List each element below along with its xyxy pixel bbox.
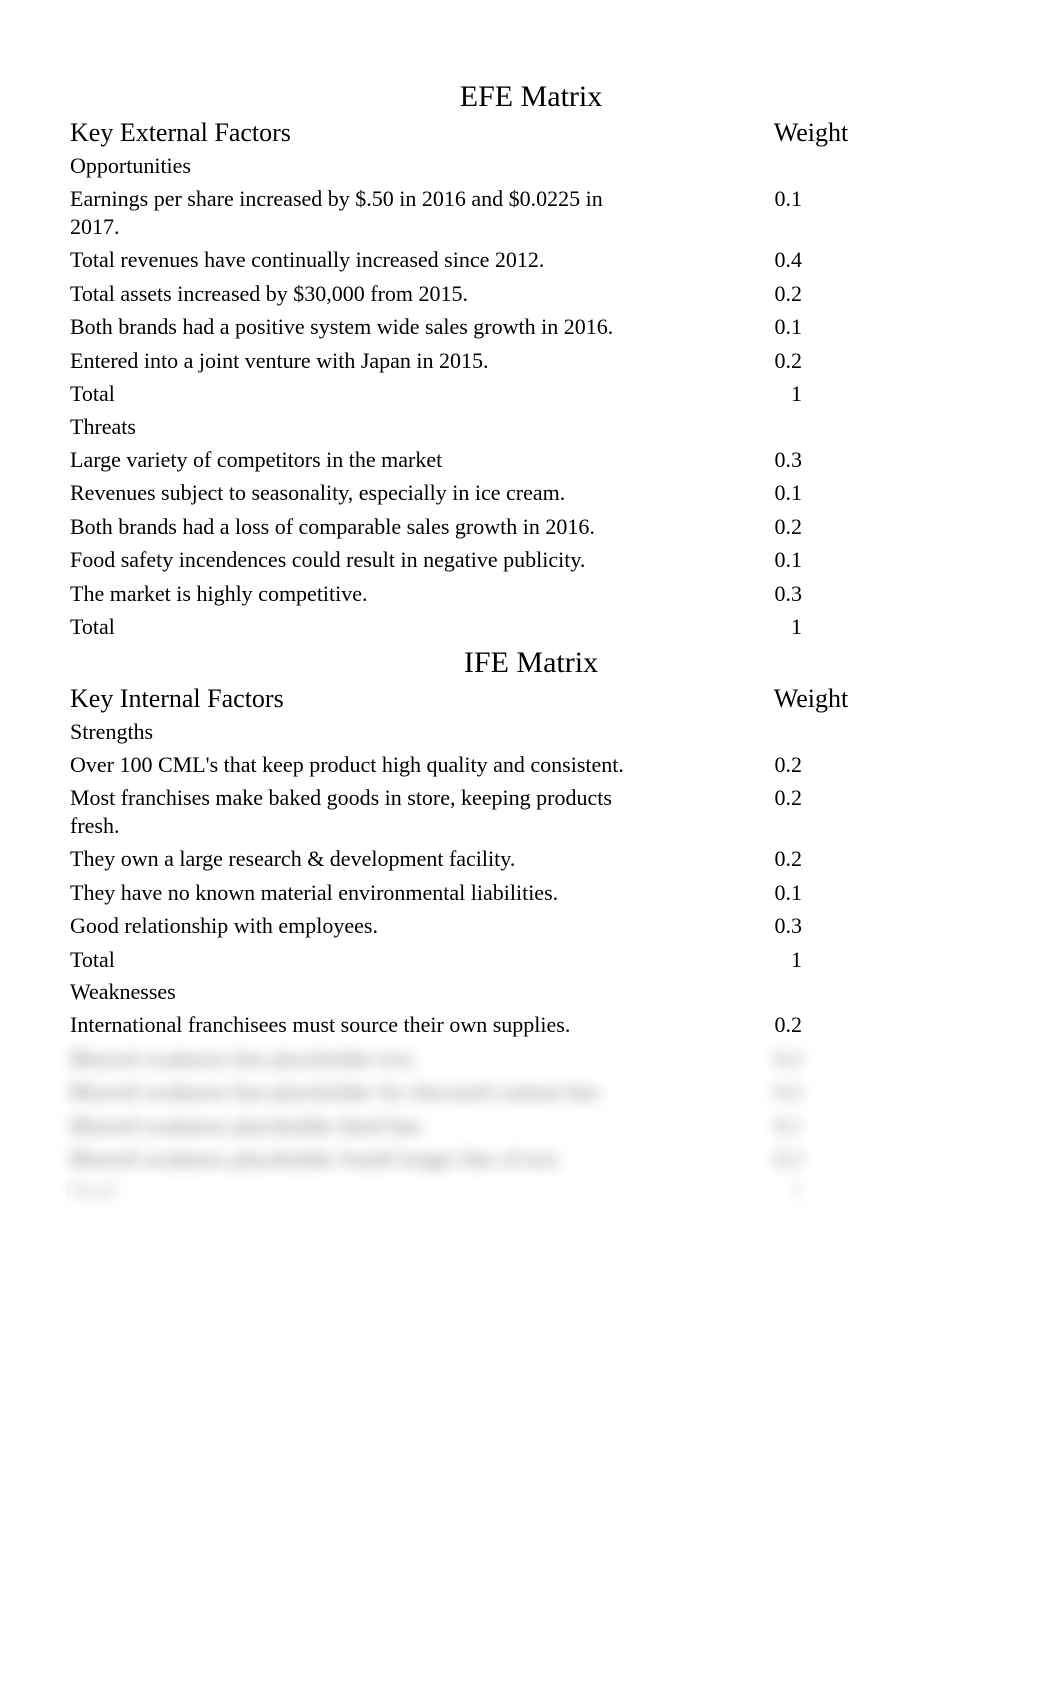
factor-cell: Earnings per share increased by $.50 in … xyxy=(70,185,630,240)
ife-factors-header: Key Internal Factors xyxy=(70,682,630,716)
efe-header-row: Key External Factors Weight xyxy=(70,116,992,150)
table-row: Revenues subject to seasonality, especia… xyxy=(70,476,992,510)
weaknesses-label: Weaknesses xyxy=(70,976,992,1008)
factor-cell: Both brands had a loss of comparable sal… xyxy=(70,513,630,541)
weight-cell: 0.2 xyxy=(630,1012,992,1038)
efe-factors-header: Key External Factors xyxy=(70,116,630,150)
factor-cell: Total xyxy=(70,1179,630,1207)
page: EFE Matrix Key External Factors Weight O… xyxy=(0,0,1062,1209)
total-value: 1 xyxy=(630,614,992,640)
factor-cell: Total revenues have continually increase… xyxy=(70,246,630,274)
total-label: Total xyxy=(70,946,630,974)
efe-weight-header: Weight xyxy=(630,116,992,150)
weight-cell: 0.1 xyxy=(630,1113,992,1139)
weight-cell: 0.2 xyxy=(630,281,992,307)
factor-cell: Good relationship with employees. xyxy=(70,912,630,940)
blurred-region: Blurred weakness line placeholder text. … xyxy=(70,1042,992,1210)
table-row: Earnings per share increased by $.50 in … xyxy=(70,182,992,243)
efe-title: EFE Matrix xyxy=(70,78,992,116)
weight-cell: 0.1 xyxy=(630,186,992,212)
table-row: Food safety incendences could result in … xyxy=(70,543,992,577)
total-label: Total xyxy=(70,613,630,641)
ife-title: IFE Matrix xyxy=(70,644,992,682)
factor-cell: Large variety of competitors in the mark… xyxy=(70,446,630,474)
weight-cell: 0.2 xyxy=(630,752,992,778)
weight-cell: 0.2 xyxy=(630,514,992,540)
factor-cell: They own a large research & development … xyxy=(70,845,630,873)
factor-cell: International franchisees must source th… xyxy=(70,1011,630,1039)
weight-cell: 0.2 xyxy=(630,348,992,374)
weight-cell: 1 xyxy=(630,1180,992,1206)
factor-cell: The market is highly competitive. xyxy=(70,580,630,608)
table-row: Good relationship with employees. 0.3 xyxy=(70,909,992,943)
ife-header-row: Key Internal Factors Weight xyxy=(70,682,992,716)
total-label: Total xyxy=(70,380,630,408)
table-row: Total assets increased by $30,000 from 2… xyxy=(70,277,992,311)
table-row: Entered into a joint venture with Japan … xyxy=(70,344,992,378)
table-row: They own a large research & development … xyxy=(70,842,992,876)
weight-cell: 0.2 xyxy=(630,785,992,811)
table-row: Most franchises make baked goods in stor… xyxy=(70,781,992,842)
weight-cell: 0.3 xyxy=(630,447,992,473)
strengths-total-row: Total 1 xyxy=(70,943,992,977)
ife-weight-header: Weight xyxy=(630,682,992,716)
table-row: Both brands had a loss of comparable sal… xyxy=(70,510,992,544)
table-row: Large variety of competitors in the mark… xyxy=(70,443,992,477)
opportunities-total-row: Total 1 xyxy=(70,377,992,411)
factor-cell: Over 100 CML's that keep product high qu… xyxy=(70,751,630,779)
factor-cell: They have no known material environmenta… xyxy=(70,879,630,907)
factor-cell: Most franchises make baked goods in stor… xyxy=(70,784,630,839)
table-row: Blurred weakness placeholder fourth long… xyxy=(70,1142,992,1176)
factor-cell: Revenues subject to seasonality, especia… xyxy=(70,479,630,507)
weight-cell: 0.3 xyxy=(630,913,992,939)
weight-cell: 0.1 xyxy=(630,547,992,573)
opportunities-label: Opportunities xyxy=(70,150,992,182)
table-row: The market is highly competitive. 0.3 xyxy=(70,577,992,611)
table-row: Total 1 xyxy=(70,1176,992,1210)
weight-cell: 0.1 xyxy=(630,480,992,506)
strengths-label: Strengths xyxy=(70,716,992,748)
table-row: Total revenues have continually increase… xyxy=(70,243,992,277)
weight-cell: 0.4 xyxy=(630,247,992,273)
factor-cell: Blurred weakness line placeholder for ob… xyxy=(70,1078,630,1106)
weight-cell: 0.2 xyxy=(630,1079,992,1105)
weight-cell: 0.2 xyxy=(630,1046,992,1072)
total-value: 1 xyxy=(630,381,992,407)
factor-cell: Total assets increased by $30,000 from 2… xyxy=(70,280,630,308)
weight-cell: 0.3 xyxy=(630,1146,992,1172)
total-value: 1 xyxy=(630,947,992,973)
table-row: Over 100 CML's that keep product high qu… xyxy=(70,748,992,782)
table-row: International franchisees must source th… xyxy=(70,1008,992,1042)
factor-cell: Entered into a joint venture with Japan … xyxy=(70,347,630,375)
table-row: Blurred weakness placeholder third line.… xyxy=(70,1109,992,1143)
table-row: Blurred weakness line placeholder for ob… xyxy=(70,1075,992,1109)
factor-cell: Both brands had a positive system wide s… xyxy=(70,313,630,341)
factor-cell: Food safety incendences could result in … xyxy=(70,546,630,574)
table-row: Blurred weakness line placeholder text. … xyxy=(70,1042,992,1076)
weight-cell: 0.2 xyxy=(630,846,992,872)
factor-cell: Blurred weakness placeholder third line. xyxy=(70,1112,630,1140)
weight-cell: 0.3 xyxy=(630,581,992,607)
threats-total-row: Total 1 xyxy=(70,610,992,644)
factor-cell: Blurred weakness line placeholder text. xyxy=(70,1045,630,1073)
table-row: Both brands had a positive system wide s… xyxy=(70,310,992,344)
weight-cell: 0.1 xyxy=(630,314,992,340)
factor-cell: Blurred weakness placeholder fourth long… xyxy=(70,1145,630,1173)
threats-label: Threats xyxy=(70,411,992,443)
weight-cell: 0.1 xyxy=(630,880,992,906)
table-row: They have no known material environmenta… xyxy=(70,876,992,910)
